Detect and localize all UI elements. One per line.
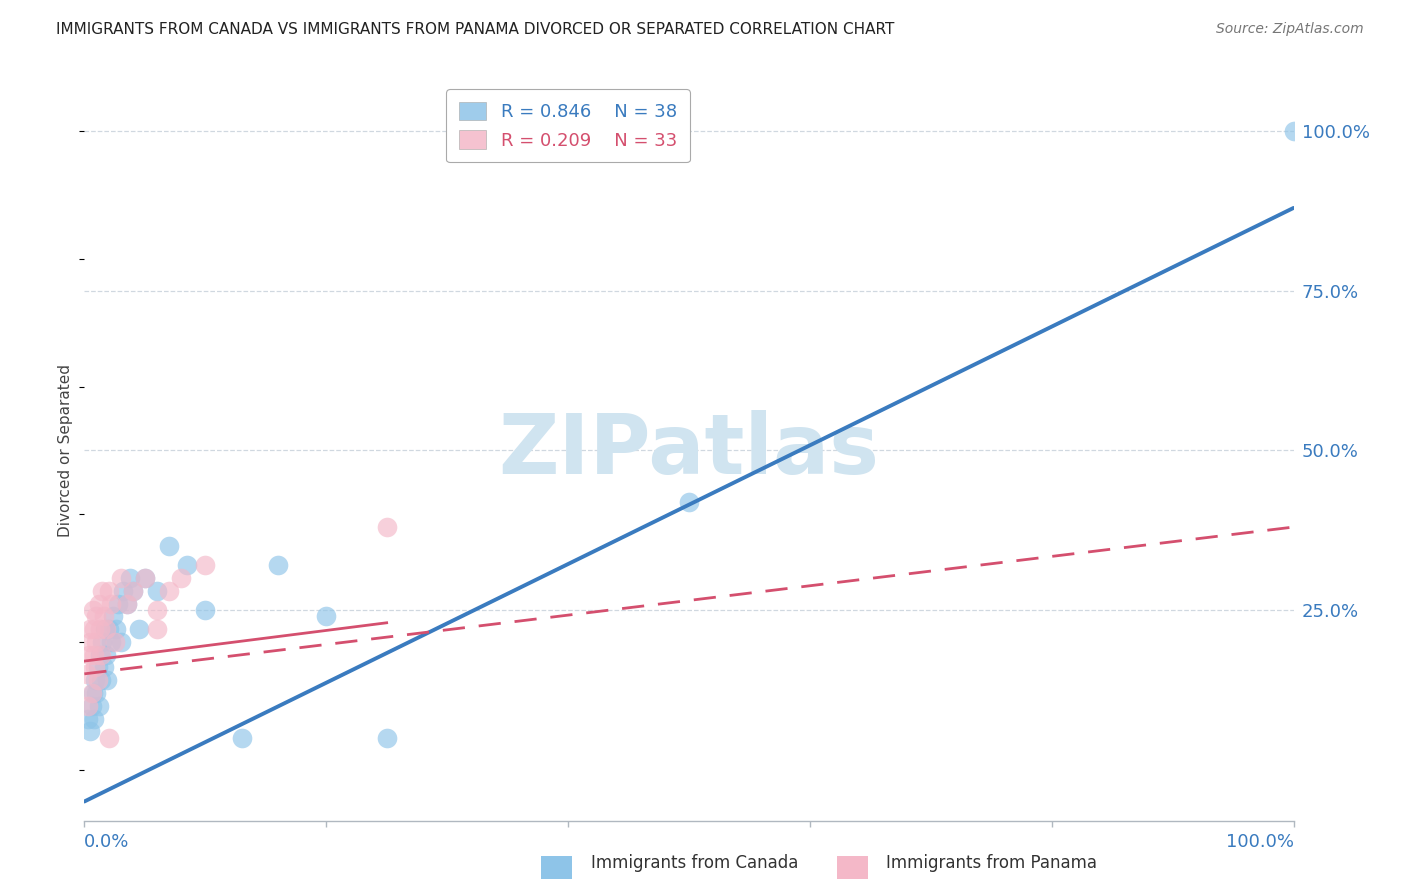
Point <box>84 673 107 688</box>
Point <box>115 597 138 611</box>
Text: Immigrants from Panama: Immigrants from Panama <box>886 855 1097 872</box>
Point <box>375 520 398 534</box>
Point <box>96 673 118 688</box>
Point <box>103 609 125 624</box>
Point <box>83 622 105 636</box>
Point <box>146 583 169 598</box>
Point <box>157 583 180 598</box>
Point <box>146 603 169 617</box>
Point <box>93 660 115 674</box>
Point <box>94 622 117 636</box>
Point <box>146 622 169 636</box>
Point <box>121 583 143 598</box>
Point <box>94 648 117 662</box>
Point <box>170 571 193 585</box>
Point <box>77 712 100 726</box>
Point <box>134 571 156 585</box>
Legend: R = 0.846    N = 38, R = 0.209    N = 33: R = 0.846 N = 38, R = 0.209 N = 33 <box>447 89 689 162</box>
Point <box>112 583 135 598</box>
Text: Immigrants from Canada: Immigrants from Canada <box>591 855 797 872</box>
Point <box>100 597 122 611</box>
Point <box>82 603 104 617</box>
Point <box>89 622 111 636</box>
Point <box>87 698 110 713</box>
Text: IMMIGRANTS FROM CANADA VS IMMIGRANTS FROM PANAMA DIVORCED OR SEPARATED CORRELATI: IMMIGRANTS FROM CANADA VS IMMIGRANTS FRO… <box>56 22 894 37</box>
Point <box>110 571 132 585</box>
Point <box>315 609 337 624</box>
Point <box>120 571 142 585</box>
Point <box>375 731 398 745</box>
Text: ZIPatlas: ZIPatlas <box>499 410 879 491</box>
Point <box>89 648 111 662</box>
Point <box>86 635 108 649</box>
Point <box>100 635 122 649</box>
Point <box>97 622 120 636</box>
Point <box>110 635 132 649</box>
Point <box>90 648 112 662</box>
Point <box>86 686 108 700</box>
Point <box>121 583 143 598</box>
Point <box>97 583 120 598</box>
Point <box>91 583 114 598</box>
Point <box>79 635 101 649</box>
Point <box>94 622 117 636</box>
Point <box>86 660 108 674</box>
Point <box>194 603 217 617</box>
Point <box>267 558 290 573</box>
Point <box>77 698 100 713</box>
Point <box>83 712 105 726</box>
Point <box>91 635 114 649</box>
Text: 100.0%: 100.0% <box>1226 833 1294 851</box>
Point <box>194 558 217 573</box>
Point <box>157 539 180 553</box>
Point <box>678 494 700 508</box>
Point <box>76 666 98 681</box>
Point <box>84 660 107 674</box>
Point <box>115 597 138 611</box>
Point <box>86 609 108 624</box>
Text: Source: ZipAtlas.com: Source: ZipAtlas.com <box>1216 22 1364 37</box>
Point <box>1282 124 1305 138</box>
Point <box>104 635 127 649</box>
Point <box>90 673 112 688</box>
Point <box>104 622 127 636</box>
Y-axis label: Divorced or Separated: Divorced or Separated <box>58 364 73 537</box>
Point <box>93 609 115 624</box>
Point <box>176 558 198 573</box>
Point <box>231 731 253 745</box>
Point <box>80 698 103 713</box>
Point <box>134 571 156 585</box>
Point <box>79 622 101 636</box>
Point <box>97 731 120 745</box>
Point <box>77 648 100 662</box>
Point <box>86 673 108 688</box>
Point <box>80 686 103 700</box>
Point <box>87 597 110 611</box>
Point <box>79 724 101 739</box>
Point <box>83 648 105 662</box>
Point <box>82 686 104 700</box>
Point <box>128 622 150 636</box>
Point <box>107 597 129 611</box>
Text: 0.0%: 0.0% <box>84 833 129 851</box>
